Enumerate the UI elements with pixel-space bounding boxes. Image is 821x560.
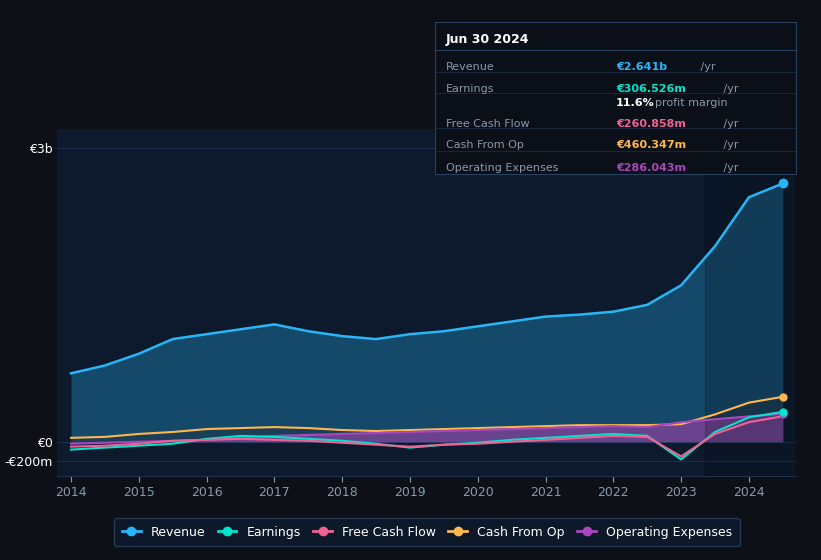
Text: Operating Expenses: Operating Expenses (446, 163, 558, 173)
Text: Earnings: Earnings (446, 85, 494, 95)
Text: profit margin: profit margin (655, 98, 728, 108)
Text: €2.641b: €2.641b (616, 62, 667, 72)
Bar (705, 129, 796, 476)
Text: Free Cash Flow: Free Cash Flow (446, 119, 530, 129)
Text: /yr: /yr (720, 141, 738, 150)
Text: Cash From Op: Cash From Op (446, 141, 524, 150)
Text: €286.043m: €286.043m (616, 163, 686, 173)
Text: /yr: /yr (720, 163, 738, 173)
FancyBboxPatch shape (435, 22, 796, 174)
Text: /yr: /yr (697, 62, 715, 72)
Text: Revenue: Revenue (446, 62, 495, 72)
Text: 11.6%: 11.6% (616, 98, 654, 108)
Legend: Revenue, Earnings, Free Cash Flow, Cash From Op, Operating Expenses: Revenue, Earnings, Free Cash Flow, Cash … (114, 518, 740, 546)
Text: /yr: /yr (720, 85, 738, 95)
Text: €306.526m: €306.526m (616, 85, 686, 95)
Text: /yr: /yr (720, 119, 738, 129)
Text: €260.858m: €260.858m (616, 119, 686, 129)
Text: Jun 30 2024: Jun 30 2024 (446, 33, 530, 46)
Text: €460.347m: €460.347m (616, 141, 686, 150)
